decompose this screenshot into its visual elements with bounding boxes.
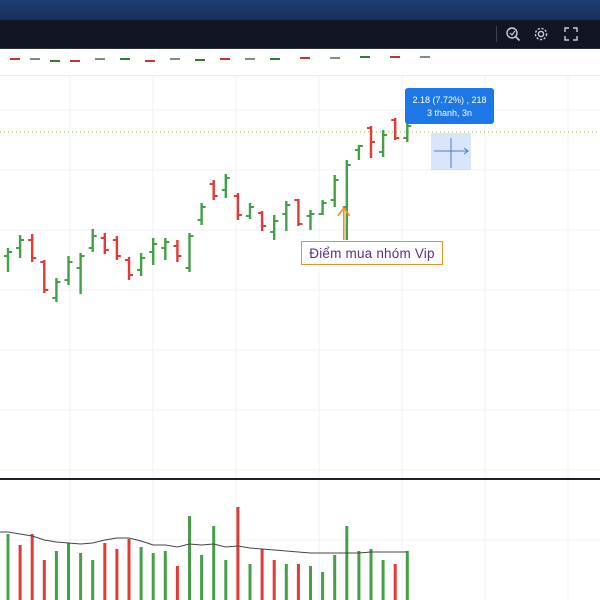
overview-mark [170,58,180,60]
overview-mark [330,57,340,59]
measure-tooltip: 2.18 (7.72%) , 218 3 thanh, 3n [405,88,494,124]
volume-bar [224,560,228,600]
volume-bar [18,545,22,600]
volume-bar [127,539,131,600]
overview-mark [70,60,80,62]
tooltip-line-2: 3 thanh, 3n [426,108,473,118]
volume-bar [30,534,34,600]
volume-bar [236,507,240,600]
annotation-arrow-head [337,206,351,217]
overview-mark [220,58,230,60]
volume-bar [188,516,191,600]
volume-bar [151,553,155,600]
gear-icon[interactable] [531,24,551,44]
volume-bar [333,555,337,600]
overview-mark [195,59,205,61]
volume-bar [260,549,264,600]
measure-arrowhead [463,147,469,155]
overview-mark [245,58,255,60]
overview-mark [120,58,130,60]
overview-mark [50,60,60,62]
volume-bar [321,572,325,600]
measure-selection-box[interactable] [431,133,471,170]
mini-overview-strip [0,49,600,76]
app-header-bar [0,0,600,20]
chart-overlay [337,138,469,240]
volume-series [0,507,409,600]
overview-mark [30,58,40,60]
volume-bar [91,560,95,600]
chart-toolbar [0,20,600,49]
volume-bar [357,551,361,600]
volume-bar [393,564,397,600]
overview-mark [10,58,20,60]
overview-mark [145,60,155,62]
volume-bar [67,543,70,600]
overview-mark [270,58,280,60]
volume-bar [284,564,288,600]
overview-mark [420,56,430,58]
fullscreen-icon[interactable] [561,24,581,44]
volume-moving-average-line [0,531,408,554]
volume-bar [103,543,107,600]
zoom-icon[interactable] [503,24,523,44]
volume-bar [200,555,204,600]
volume-bar [272,560,276,600]
volume-bar [6,534,10,600]
pane-separator[interactable] [0,478,600,480]
volume-bar [405,551,409,600]
volume-bar [175,566,179,600]
volume-bar [79,553,83,600]
volume-bar [139,547,143,600]
tooltip-line-1: 2.18 (7.72%) , 218 [412,95,487,105]
toolbar-separator [496,26,497,42]
volume-bar [369,549,373,600]
volume-bar [296,564,300,600]
overview-mark [95,58,105,60]
volume-bar [212,526,216,600]
overview-mark [390,56,400,58]
volume-bar [54,551,58,600]
volume-bar [345,526,349,600]
overview-mark [360,56,370,58]
volume-bar [309,566,312,600]
ohlc-series [4,118,412,302]
volume-bar [248,564,252,600]
overview-mark [300,57,310,59]
volume-bar [115,549,119,600]
buy-point-annotation[interactable]: Điểm mua nhóm Vip [301,241,443,265]
volume-bar [42,560,46,600]
volume-bar [163,551,167,600]
volume-bar [381,560,385,600]
chart-grid [0,56,600,600]
